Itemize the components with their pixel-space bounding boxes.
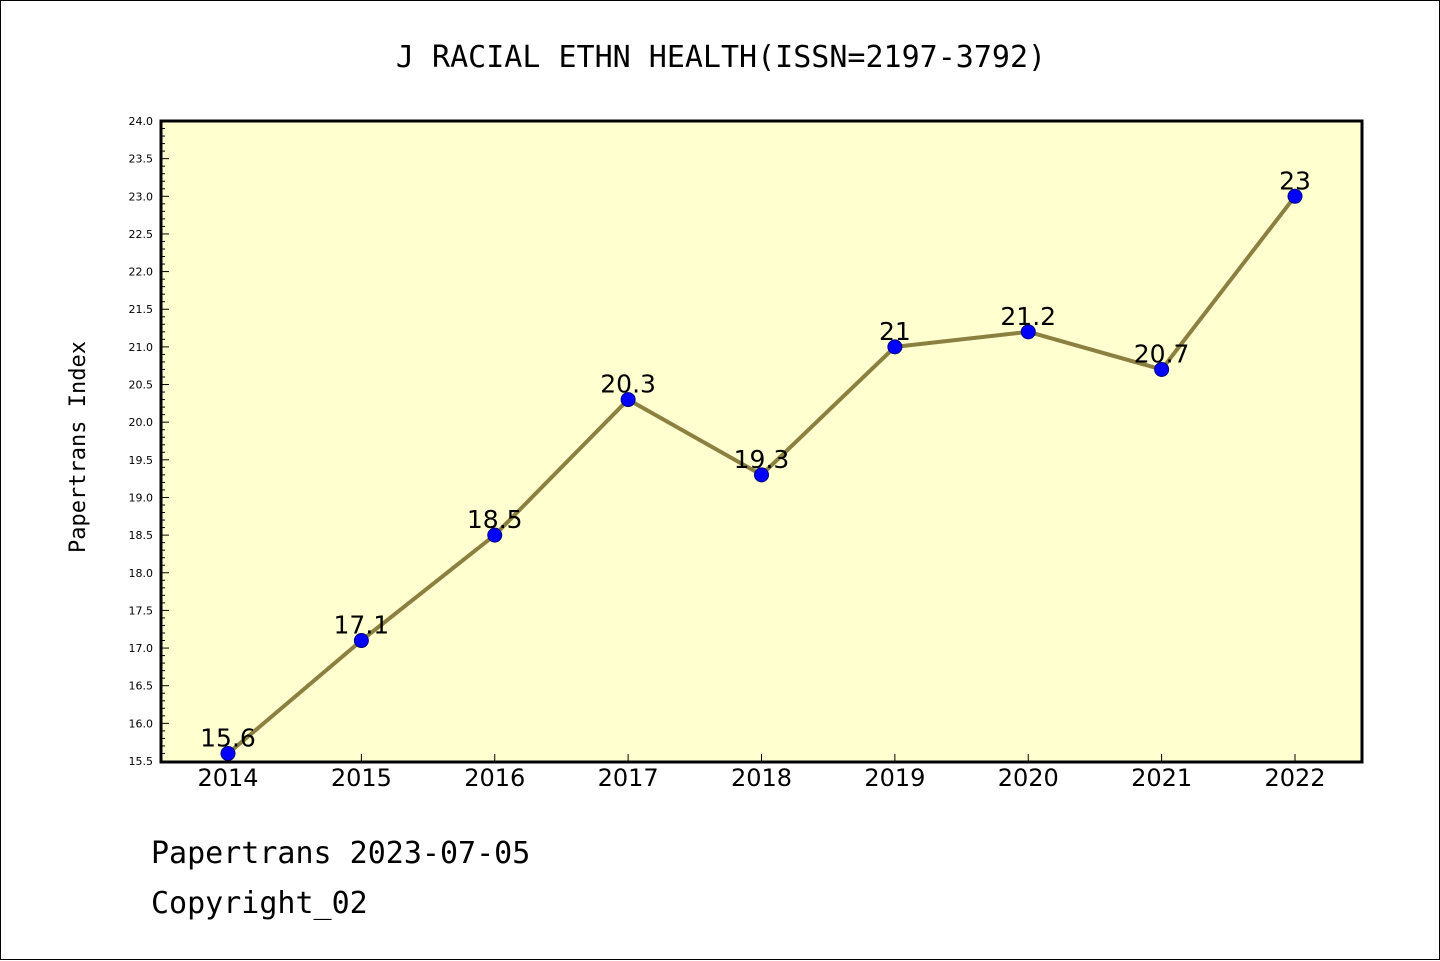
data-label: 21.2: [1000, 302, 1056, 331]
data-point: [754, 467, 769, 483]
y-tick-label: 19.5: [129, 454, 154, 467]
y-tick-label: 19.0: [129, 491, 154, 504]
y-tick-label: 16.0: [129, 717, 154, 730]
plot-background: [161, 121, 1362, 762]
y-tick-label: 22.0: [129, 266, 154, 279]
data-point: [487, 527, 503, 543]
data-point: [353, 633, 369, 649]
data-label: 17.1: [334, 611, 390, 640]
data-label: 23: [1279, 166, 1311, 195]
data-point: [1020, 324, 1036, 340]
chart-title: J RACIAL ETHN HEALTH(ISSN=2197-3792): [396, 40, 1046, 75]
data-label: 19.3: [734, 445, 790, 474]
x-tick-label: 2016: [464, 764, 525, 792]
data-point: [887, 339, 903, 355]
y-axis-label: Papertrans Index: [66, 341, 91, 553]
y-tick-label: 21.0: [129, 341, 154, 354]
y-tick-label: 23.0: [129, 190, 154, 203]
x-tick-label: 2021: [1131, 764, 1192, 792]
data-label: 20.7: [1134, 339, 1190, 368]
footer-copyright: Copyright_02: [151, 886, 368, 921]
x-tick-label: 2020: [998, 764, 1059, 792]
footer-source-date: Papertrans 2023-07-05: [151, 836, 531, 871]
x-tick-label: 2018: [731, 764, 792, 792]
plot-border: [159, 119, 1364, 764]
y-tick-label: 18.5: [129, 529, 154, 542]
y-tick-label: 16.5: [129, 680, 154, 693]
y-tick-label: 15.5: [129, 755, 154, 768]
y-tick-label: 23.5: [129, 153, 154, 166]
data-point: [1154, 361, 1170, 377]
data-label: 18.5: [467, 505, 523, 534]
data-point: [620, 392, 636, 408]
y-tick-label: 20.0: [129, 416, 154, 429]
x-tick-label: 2017: [598, 764, 659, 792]
y-tick-label: 17.0: [129, 642, 154, 655]
plot-area: 15.5 16.0 16.5 17.0 17.5 18.0 18.5 19.0 19.5 20.0…: [129, 115, 1364, 792]
y-tick-label: 24.0: [129, 115, 154, 128]
data-label: 20.3: [600, 370, 656, 399]
data-label: 15.6: [200, 723, 256, 752]
data-point: [220, 745, 236, 761]
y-tick-label: 18.0: [129, 567, 154, 580]
data-label: 21: [879, 317, 911, 346]
y-tick-label: 21.5: [129, 303, 154, 316]
x-tick-label: 2015: [331, 764, 392, 792]
x-tick-label: 2019: [864, 764, 925, 792]
x-tick-label: 2022: [1264, 764, 1325, 792]
y-tick-label: 20.5: [129, 379, 154, 392]
x-tick-label: 2014: [197, 764, 258, 792]
data-point: [1287, 188, 1303, 204]
y-tick-label: 17.5: [129, 604, 154, 617]
y-tick-label: 22.5: [129, 228, 154, 241]
